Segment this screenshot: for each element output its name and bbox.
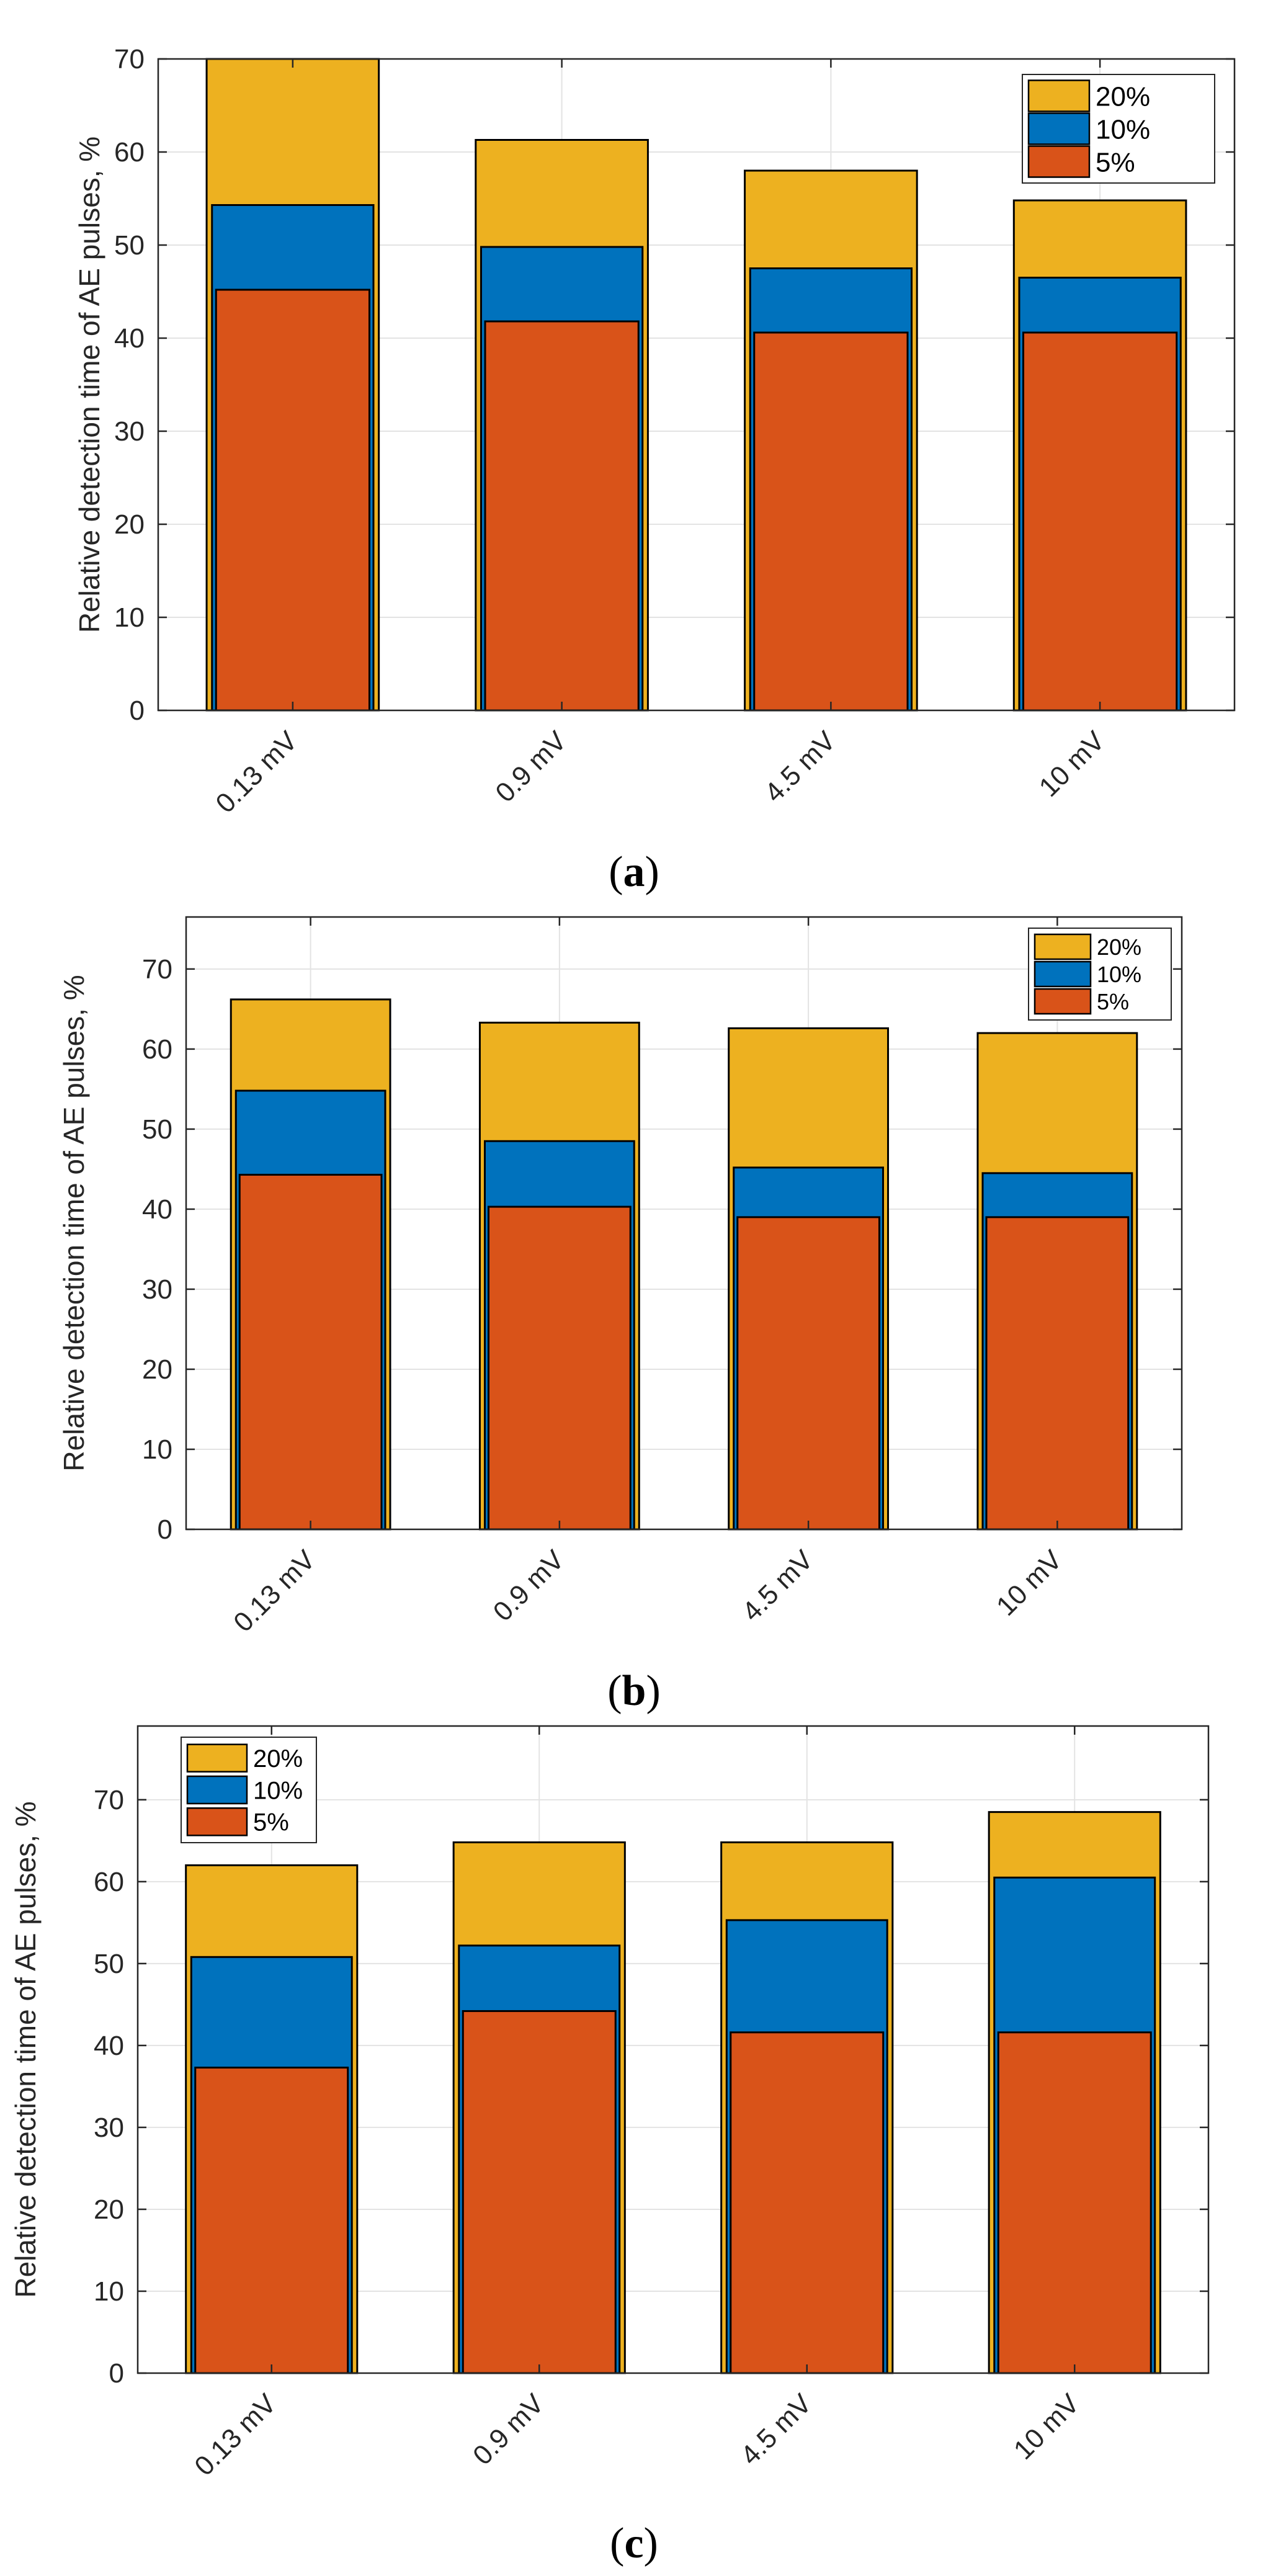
- y-tick-label: 30: [142, 1274, 172, 1305]
- y-tick-label: 10: [142, 1434, 172, 1465]
- caption-open: (: [610, 2520, 624, 2567]
- chart-panel-b: 0 10 20 30 40 50 60 70 0.13 mV 0.9 mV 4.5 mV 10 mV R…: [58, 916, 1183, 1715]
- x-tick-label: 10 mV: [1034, 725, 1111, 803]
- axes-box: [157, 58, 1236, 712]
- bar-5pct-4: [985, 1216, 1130, 1531]
- bar-5pct-2: [488, 1205, 632, 1531]
- legend: 20%10%5%: [1022, 74, 1215, 184]
- caption-close: ): [646, 1667, 660, 1715]
- legend-swatch-20pct: [186, 1743, 248, 1773]
- legend-label: 10%: [1096, 114, 1150, 145]
- y-tick-label: 30: [114, 416, 145, 447]
- legend-swatch-20pct: [1034, 933, 1092, 960]
- y-tick-label: 50: [114, 230, 145, 261]
- y-tick-label: 70: [142, 954, 172, 985]
- legend-swatch-10pct: [1034, 960, 1092, 988]
- y-tick-label: 60: [142, 1034, 172, 1065]
- bar-5pct-3: [753, 331, 909, 712]
- y-axis-label: Relative detection time of AE pulses, %: [9, 1801, 42, 2297]
- panel-caption: (c): [610, 2520, 658, 2567]
- bar-5pct-1: [238, 1173, 383, 1531]
- bar-5pct-1: [215, 288, 370, 712]
- y-tick-label: 40: [94, 2031, 124, 2061]
- axes-box: [185, 916, 1183, 1531]
- legend-label: 5%: [1097, 989, 1129, 1014]
- x-tick-label: 10 mV: [991, 1544, 1068, 1622]
- y-tick-label: 0: [158, 1514, 172, 1545]
- legend-swatch-10pct: [1027, 112, 1091, 145]
- y-tick-label: 0: [109, 2358, 124, 2389]
- caption-open: (: [607, 1667, 622, 1715]
- legend-label: 10%: [253, 1777, 303, 1804]
- y-axis-label: Relative detection time of AE pulses, %: [73, 136, 105, 633]
- caption-letter: c: [624, 2520, 643, 2567]
- y-tick-label: 60: [94, 1867, 124, 1897]
- y-tick-label: 20: [94, 2194, 124, 2225]
- legend-swatch-5pct: [186, 1807, 248, 1836]
- legend-label: 10%: [1097, 962, 1141, 987]
- legend-label: 20%: [253, 1745, 303, 1773]
- x-tick-label: 0.9 mV: [489, 725, 573, 808]
- chart-panel-c: 0 10 20 30 40 50 60 70 0.13 mV 0.9 mV 4.5 mV 10 mV R…: [9, 1725, 1210, 2567]
- x-tick-label: 4.5 mV: [759, 725, 842, 808]
- bar-5pct-3: [730, 2031, 885, 2374]
- y-tick-label: 50: [142, 1114, 172, 1145]
- bar-5pct-2: [462, 2010, 617, 2374]
- caption-close: ): [644, 2520, 658, 2567]
- y-tick-label: 60: [114, 137, 145, 168]
- x-tick-label: 4.5 mV: [735, 2388, 818, 2471]
- y-tick-label: 20: [142, 1354, 172, 1385]
- y-tick-label: 70: [94, 1785, 124, 1815]
- legend-swatch-20pct: [1027, 79, 1091, 112]
- y-axis-label: Relative detection time of AE pulses, %: [58, 975, 90, 1471]
- axes-box: [136, 1725, 1210, 2374]
- x-tick-label: 0.13 mV: [210, 725, 303, 819]
- legend: 20%10%5%: [1028, 928, 1172, 1021]
- bar-5pct-3: [736, 1216, 880, 1531]
- legend: 20% 10% 5%: [181, 1737, 317, 1843]
- bar-5pct-4: [1022, 331, 1178, 712]
- x-tick-label: 0.13 mV: [189, 2388, 282, 2482]
- legend-swatch-10pct: [186, 1775, 248, 1805]
- y-tick-label: 70: [114, 44, 145, 74]
- caption-open: (: [609, 848, 623, 896]
- legend-label: 5%: [253, 1809, 289, 1836]
- x-tick-label: 4.5 mV: [736, 1544, 819, 1627]
- y-tick-label: 0: [130, 695, 145, 726]
- x-tick-label: 0.13 mV: [228, 1544, 321, 1638]
- legend-swatch-5pct: [1027, 145, 1091, 178]
- legend-label: 5%: [1096, 147, 1135, 177]
- y-tick-label: 50: [94, 1949, 124, 1979]
- y-tick-label: 10: [114, 602, 145, 633]
- legend-label: 20%: [1097, 934, 1141, 960]
- panel-caption: (b): [607, 1667, 661, 1715]
- bar-5pct-1: [194, 2067, 349, 2374]
- y-tick-label: 30: [94, 2113, 124, 2143]
- x-tick-label: 10 mV: [1008, 2388, 1086, 2466]
- legend-swatch-5pct: [1034, 988, 1092, 1015]
- bar-5pct-2: [484, 320, 640, 712]
- panel-caption: (a): [609, 848, 659, 896]
- y-tick-label: 10: [94, 2276, 124, 2307]
- caption-letter: b: [622, 1667, 646, 1715]
- y-tick-label: 40: [114, 323, 145, 354]
- caption-letter: a: [623, 848, 645, 896]
- x-tick-label: 0.9 mV: [467, 2388, 550, 2471]
- bar-5pct-4: [997, 2031, 1152, 2374]
- y-tick-label: 40: [142, 1194, 172, 1225]
- chart-panel-a: 0 10 20 30 40 50 60 70 0.13 mV 0.9 mV 4.5 mV 10 mV R…: [73, 44, 1236, 896]
- x-tick-label: 0.9 mV: [488, 1544, 571, 1627]
- y-tick-label: 20: [114, 509, 145, 540]
- caption-close: ): [645, 848, 659, 896]
- legend-label: 20%: [1096, 81, 1150, 112]
